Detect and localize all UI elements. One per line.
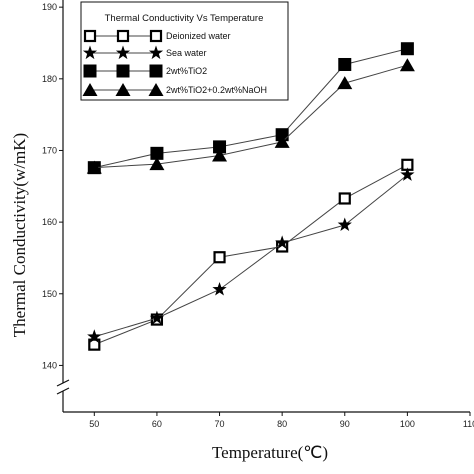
data-point	[337, 76, 353, 90]
x-tick-label: 60	[152, 419, 162, 429]
legend-marker	[148, 45, 164, 60]
data-point	[149, 157, 165, 171]
legend-marker	[115, 45, 131, 60]
data-point	[400, 167, 415, 181]
legend-marker	[116, 29, 130, 43]
data-point	[274, 134, 290, 148]
series-line	[94, 174, 408, 338]
legend-title: Thermal Conductivity Vs Temperature	[105, 13, 264, 24]
y-ticks: 140 150 160 170 180 190	[42, 2, 63, 370]
data-point	[399, 58, 415, 72]
legend-marker	[83, 64, 97, 78]
x-tick-label: 110	[463, 419, 474, 429]
y-axis-break-upper	[56, 379, 70, 387]
series-line	[94, 164, 408, 346]
legend-entry-1: Deionized water	[83, 29, 231, 43]
data-point	[338, 57, 352, 71]
data-point	[337, 217, 352, 232]
legend-label: Deionized water	[166, 31, 231, 41]
y-tick-label: 140	[42, 360, 57, 370]
series-2	[87, 167, 415, 343]
legend-marker	[148, 83, 164, 96]
data-point	[213, 140, 227, 154]
legend-entry-4: 2wt%TiO2+0.2wt%NaOH	[82, 83, 267, 96]
data-point	[275, 235, 290, 249]
legend-entry-3: 2wt%TiO2	[83, 64, 207, 78]
data-point	[213, 251, 226, 264]
y-tick-label: 190	[42, 2, 57, 12]
y-axis-break-lower	[56, 387, 70, 395]
data-point	[275, 128, 289, 142]
y-tick-label: 160	[42, 217, 57, 227]
legend-label: 2wt%TiO2	[166, 66, 207, 76]
x-tick-label: 80	[277, 419, 287, 429]
series-line	[94, 48, 408, 169]
legend-marker	[116, 64, 130, 78]
series-layer	[86, 42, 415, 351]
legend-marker	[149, 29, 163, 43]
data-point	[150, 146, 164, 160]
x-tick-label: 90	[340, 419, 350, 429]
legend-label: Sea water	[166, 48, 207, 58]
y-tick-label: 150	[42, 289, 57, 299]
legend-marker	[82, 45, 98, 60]
data-point	[212, 148, 228, 162]
x-tick-label: 50	[89, 419, 99, 429]
legend-box	[80, 1, 289, 101]
y-tick-label: 180	[42, 74, 57, 84]
data-point	[149, 310, 165, 325]
x-tick-label: 100	[400, 419, 415, 429]
data-point	[86, 160, 102, 174]
legend-marker	[82, 83, 98, 96]
legend: Thermal Conductivity Vs Temperature Deio…	[80, 1, 289, 101]
legend-marker	[149, 64, 163, 78]
legend-marker	[83, 29, 97, 43]
legend-entry-2: Sea water	[82, 45, 207, 60]
data-point	[400, 42, 414, 56]
data-point	[87, 329, 102, 343]
x-tick-label: 70	[215, 419, 225, 429]
legend-marker	[115, 83, 131, 96]
data-point	[338, 192, 351, 205]
x-ticks: 50 60 70 80 90 100 110	[89, 412, 474, 429]
series-1	[88, 158, 414, 351]
series-4	[86, 58, 415, 174]
x-axis-title: Temperature(℃)	[212, 443, 328, 462]
data-point	[212, 281, 227, 296]
y-axis-title: Thermal Conductivity(w/mK)	[10, 133, 29, 337]
series-line	[94, 64, 408, 169]
legend-label: 2wt%TiO2+0.2wt%NaOH	[166, 85, 267, 95]
y-tick-label: 170	[42, 145, 57, 155]
